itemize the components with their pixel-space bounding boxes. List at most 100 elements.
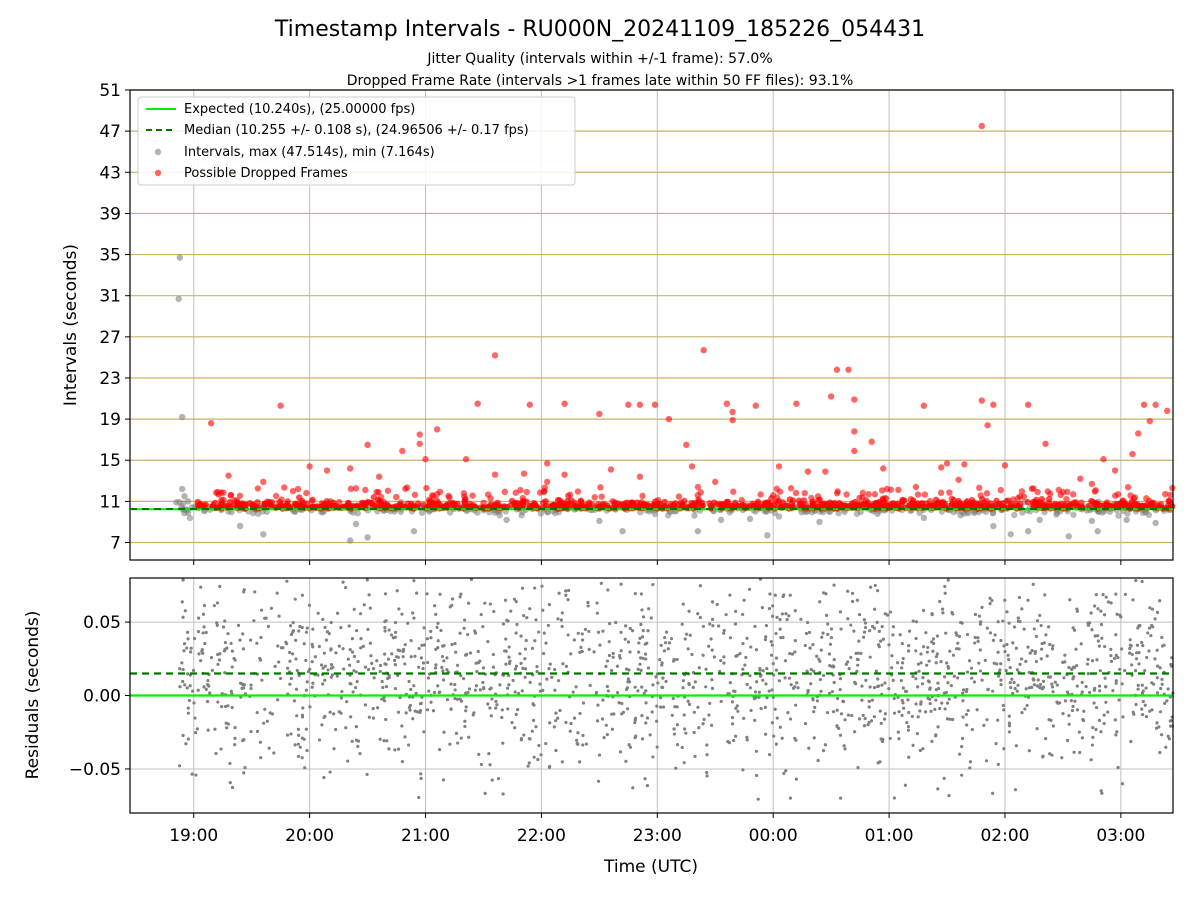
residual-point bbox=[1028, 686, 1031, 689]
residual-point bbox=[397, 711, 400, 714]
residual-point bbox=[516, 708, 519, 711]
residual-point bbox=[839, 688, 842, 691]
residual-point bbox=[958, 753, 961, 756]
residual-point bbox=[1054, 681, 1057, 684]
residual-point bbox=[434, 613, 437, 616]
residual-point bbox=[1002, 708, 1005, 711]
residual-point bbox=[1051, 644, 1054, 647]
residual-point bbox=[576, 742, 579, 745]
residual-point bbox=[489, 602, 492, 605]
residual-point bbox=[711, 624, 714, 627]
residual-point bbox=[1081, 681, 1084, 684]
residual-point bbox=[181, 734, 184, 737]
residual-point bbox=[1098, 689, 1101, 692]
residual-point bbox=[213, 728, 216, 731]
residual-point bbox=[969, 760, 972, 763]
residual-point bbox=[826, 711, 829, 714]
dropped-frame-point bbox=[1121, 499, 1127, 505]
residual-point bbox=[893, 796, 896, 799]
residual-point bbox=[1051, 685, 1054, 688]
dropped-frame-point bbox=[399, 448, 405, 454]
residual-point bbox=[1148, 606, 1151, 609]
residual-point bbox=[755, 648, 758, 651]
residual-point bbox=[325, 639, 328, 642]
residual-point bbox=[524, 676, 527, 679]
dropped-frame-point bbox=[908, 496, 914, 502]
residual-point bbox=[1016, 684, 1019, 687]
dropped-frame-point bbox=[597, 484, 603, 490]
interval-outlier-point bbox=[1152, 520, 1158, 526]
dropped-frame-point bbox=[540, 500, 546, 506]
residual-point bbox=[1025, 687, 1028, 690]
residual-point bbox=[824, 743, 827, 746]
residual-point bbox=[754, 690, 757, 693]
residual-point bbox=[219, 747, 222, 750]
interval-outlier-point bbox=[874, 511, 880, 517]
residual-point bbox=[587, 630, 590, 633]
dropped-frame-point bbox=[938, 464, 944, 470]
dropped-frame-point bbox=[445, 493, 451, 499]
x-tick-label: 20:00 bbox=[285, 826, 334, 846]
intervals-y-tick-label: 51 bbox=[99, 81, 121, 101]
residual-point bbox=[943, 691, 946, 694]
residual-point bbox=[1008, 715, 1011, 718]
residual-point bbox=[234, 659, 237, 662]
residual-point bbox=[656, 745, 659, 748]
dropped-frame-point bbox=[976, 485, 982, 491]
residual-point bbox=[311, 686, 314, 689]
residual-point bbox=[775, 669, 778, 672]
residual-point bbox=[413, 655, 416, 658]
residual-point bbox=[643, 777, 646, 780]
residual-point bbox=[197, 689, 200, 692]
dropped-frame-point bbox=[1015, 495, 1021, 501]
residual-point bbox=[1009, 686, 1012, 689]
residual-point bbox=[919, 652, 922, 655]
residual-point bbox=[634, 718, 637, 721]
residual-point bbox=[427, 690, 430, 693]
residual-point bbox=[218, 652, 221, 655]
residual-point bbox=[912, 620, 915, 623]
residual-point bbox=[348, 664, 351, 667]
residual-point bbox=[1142, 700, 1145, 703]
dropped-frame-point bbox=[447, 500, 453, 506]
residual-point bbox=[508, 660, 511, 663]
residual-point bbox=[534, 618, 537, 621]
residual-point bbox=[956, 676, 959, 679]
residual-point bbox=[889, 610, 892, 613]
dropped-frame-point bbox=[729, 417, 735, 423]
residual-point bbox=[533, 639, 536, 642]
residual-point bbox=[260, 609, 263, 612]
residual-point bbox=[672, 697, 675, 700]
residual-point bbox=[450, 643, 453, 646]
residual-point bbox=[1115, 679, 1118, 682]
dropped-frame-point bbox=[884, 486, 890, 492]
residual-point bbox=[1032, 583, 1035, 586]
chart-subtitle-dropped: Dropped Frame Rate (intervals >1 frames … bbox=[347, 73, 854, 89]
residual-point bbox=[1020, 657, 1023, 660]
residual-point bbox=[463, 720, 466, 723]
residual-point bbox=[440, 666, 443, 669]
residual-point bbox=[979, 648, 982, 651]
residual-point bbox=[668, 641, 671, 644]
dropped-frame-point bbox=[961, 461, 967, 467]
residual-point bbox=[553, 689, 556, 692]
residual-point bbox=[970, 667, 973, 670]
residual-point bbox=[394, 663, 397, 666]
residual-point bbox=[182, 578, 185, 581]
residual-point bbox=[1020, 607, 1023, 610]
residual-point bbox=[761, 606, 764, 609]
residual-point bbox=[1050, 682, 1053, 685]
residual-point bbox=[683, 761, 686, 764]
dropped-frame-point bbox=[676, 493, 682, 499]
residual-point bbox=[624, 638, 627, 641]
residual-point bbox=[1032, 677, 1035, 680]
residual-point bbox=[578, 760, 581, 763]
interval-outlier-point bbox=[1008, 531, 1014, 537]
residual-point bbox=[412, 617, 415, 620]
residual-point bbox=[420, 656, 423, 659]
residual-point bbox=[394, 636, 397, 639]
residual-point bbox=[508, 645, 511, 648]
residual-point bbox=[699, 616, 702, 619]
residual-point bbox=[828, 692, 831, 695]
residual-point bbox=[363, 603, 366, 606]
